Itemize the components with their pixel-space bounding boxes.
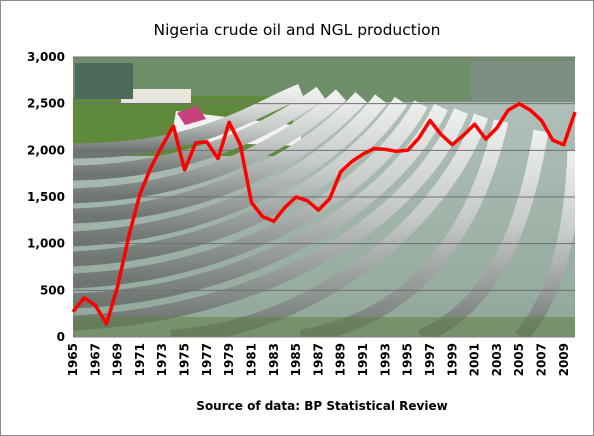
x-tick-label: 1995 (401, 343, 415, 376)
y-tick-label: 1,500 (27, 190, 65, 204)
x-tick-label: 1969 (111, 343, 125, 376)
y-axis-ticks: 0 500 1,000 1,500 2,000 2,500 3,000 (27, 50, 65, 344)
y-tick-label: 0 (57, 330, 65, 344)
x-tick-label: 1975 (178, 343, 192, 376)
x-tick-label: 1987 (311, 343, 325, 376)
x-tick-label: 1965 (66, 343, 80, 376)
y-tick-label: 3,000 (27, 50, 65, 64)
x-tick-label: 2007 (535, 343, 549, 376)
x-tick-label: 1999 (445, 343, 459, 376)
x-tick-label: 1981 (244, 343, 258, 376)
x-tick-label: 2009 (557, 343, 571, 376)
x-tick-label: 1979 (222, 343, 236, 376)
x-tick-label: 2001 (468, 343, 482, 376)
x-tick-label: 1967 (88, 343, 102, 376)
x-tick-label: 1971 (133, 343, 147, 376)
x-tick-label: 1989 (334, 343, 348, 376)
production-line (71, 101, 577, 326)
series-lines (71, 101, 577, 326)
y-tick-label: 1,000 (27, 237, 65, 251)
source-note: Source of data: BP Statistical Review (196, 399, 447, 413)
x-tick-label: 2003 (490, 343, 504, 376)
chart-title: Nigeria crude oil and NGL production (154, 21, 441, 39)
y-tick-label: 2,500 (27, 97, 65, 111)
x-tick-label: 1997 (423, 343, 437, 376)
y-tick-label: 500 (40, 283, 65, 297)
x-tick-label: 2005 (512, 343, 526, 376)
y-tick-label: 2,000 (27, 143, 65, 157)
x-tick-label: 1985 (289, 343, 303, 376)
x-tick-label: 1973 (155, 343, 169, 376)
gridlines (73, 56, 575, 291)
x-tick-label: 1983 (267, 343, 281, 376)
x-tick-label: 1977 (200, 343, 214, 376)
x-axis-ticks: 1965 1967 1969 1971 1973 1975 1977 1979 1981 1983… (66, 343, 571, 376)
x-tick-label: 1991 (356, 343, 370, 376)
x-tick-label: 1993 (378, 343, 392, 376)
